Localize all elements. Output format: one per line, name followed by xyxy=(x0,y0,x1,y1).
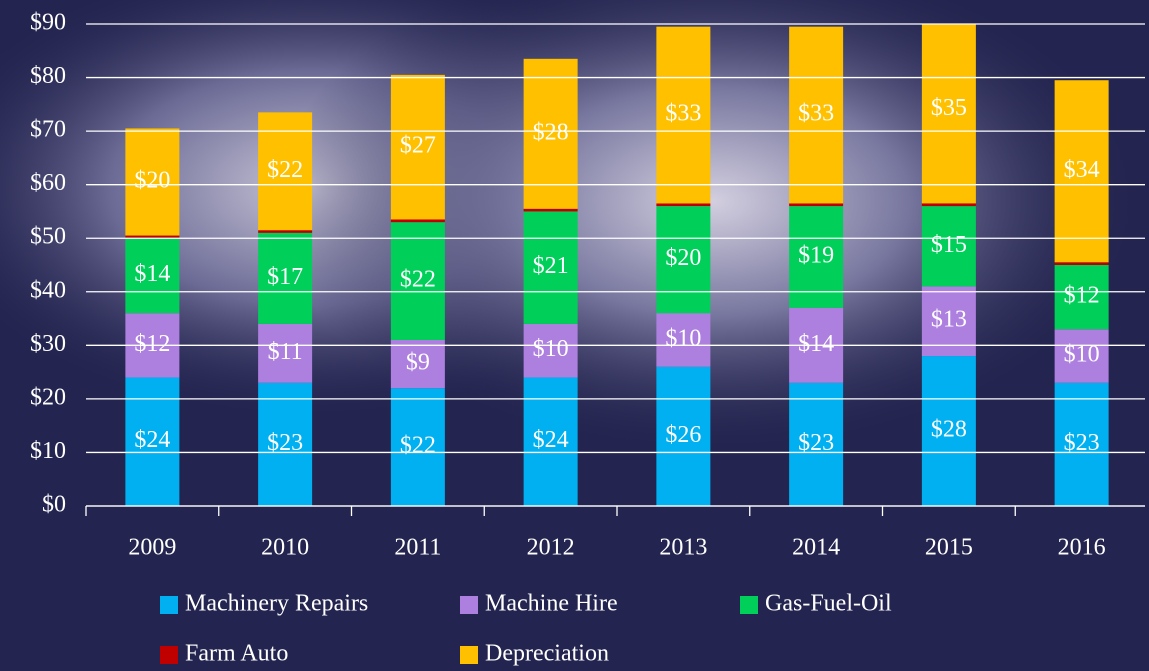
bar-segment xyxy=(922,203,976,206)
data-label: $20 xyxy=(134,167,170,193)
y-tick-label: $60 xyxy=(30,170,66,196)
data-label: $33 xyxy=(665,101,701,127)
bar-segment xyxy=(258,230,312,233)
data-label: $22 xyxy=(400,433,436,459)
data-label: $24 xyxy=(134,427,170,453)
legend-label: Machine Hire xyxy=(485,591,618,617)
y-tick-label: $30 xyxy=(30,331,66,357)
data-label: $9 xyxy=(406,350,430,376)
x-tick-label: 2009 xyxy=(128,535,176,561)
data-label: $22 xyxy=(267,157,303,183)
bar-segment xyxy=(656,203,710,206)
legend-swatch xyxy=(160,596,178,614)
data-label: $35 xyxy=(931,95,967,121)
data-label: $13 xyxy=(931,307,967,333)
legend-label: Gas-Fuel-Oil xyxy=(765,591,892,617)
data-label: $12 xyxy=(1064,283,1100,309)
chart: $24$12$14$20$23$11$17$22$22$9$22$27$24$1… xyxy=(0,0,1149,671)
x-tick-label: 2014 xyxy=(792,535,840,561)
bar-segment xyxy=(1055,262,1109,265)
data-label: $20 xyxy=(665,245,701,271)
y-tick-label: $40 xyxy=(30,277,66,303)
x-tick-label: 2016 xyxy=(1058,535,1106,561)
data-label: $27 xyxy=(400,133,436,159)
data-label: $14 xyxy=(798,331,834,357)
y-tick-label: $10 xyxy=(30,438,66,464)
x-tick-label: 2012 xyxy=(527,535,575,561)
data-label: $28 xyxy=(931,417,967,443)
y-tick-label: $0 xyxy=(42,492,66,518)
data-label: $17 xyxy=(267,264,303,290)
x-tick-label: 2010 xyxy=(261,535,309,561)
data-label: $24 xyxy=(533,427,569,453)
data-label: $19 xyxy=(798,242,834,268)
legend-swatch xyxy=(460,646,478,664)
data-label: $33 xyxy=(798,101,834,127)
legend-swatch xyxy=(460,596,478,614)
data-label: $10 xyxy=(533,336,569,362)
data-label: $15 xyxy=(931,232,967,258)
bar-segment xyxy=(789,203,843,206)
y-tick-label: $90 xyxy=(30,10,66,36)
bar-segment xyxy=(524,209,578,212)
data-label: $11 xyxy=(268,339,303,365)
bar-segment xyxy=(391,219,445,222)
x-tick-label: 2013 xyxy=(659,535,707,561)
data-label: $12 xyxy=(134,331,170,357)
x-tick-label: 2015 xyxy=(925,535,973,561)
legend-label: Farm Auto xyxy=(185,641,288,667)
data-label: $10 xyxy=(665,325,701,351)
data-label: $14 xyxy=(134,261,170,287)
legend-swatch xyxy=(740,596,758,614)
data-label: $34 xyxy=(1064,157,1100,183)
y-tick-label: $50 xyxy=(30,224,66,250)
x-tick-label: 2011 xyxy=(394,535,441,561)
data-label: $28 xyxy=(533,119,569,145)
y-tick-label: $70 xyxy=(30,117,66,143)
legend-label: Machinery Repairs xyxy=(185,591,368,617)
data-label: $22 xyxy=(400,267,436,293)
data-label: $21 xyxy=(533,253,569,279)
y-tick-label: $80 xyxy=(30,63,66,89)
legend-label: Depreciation xyxy=(485,641,609,667)
y-tick-label: $20 xyxy=(30,384,66,410)
legend-swatch xyxy=(160,646,178,664)
data-label: $26 xyxy=(665,422,701,448)
